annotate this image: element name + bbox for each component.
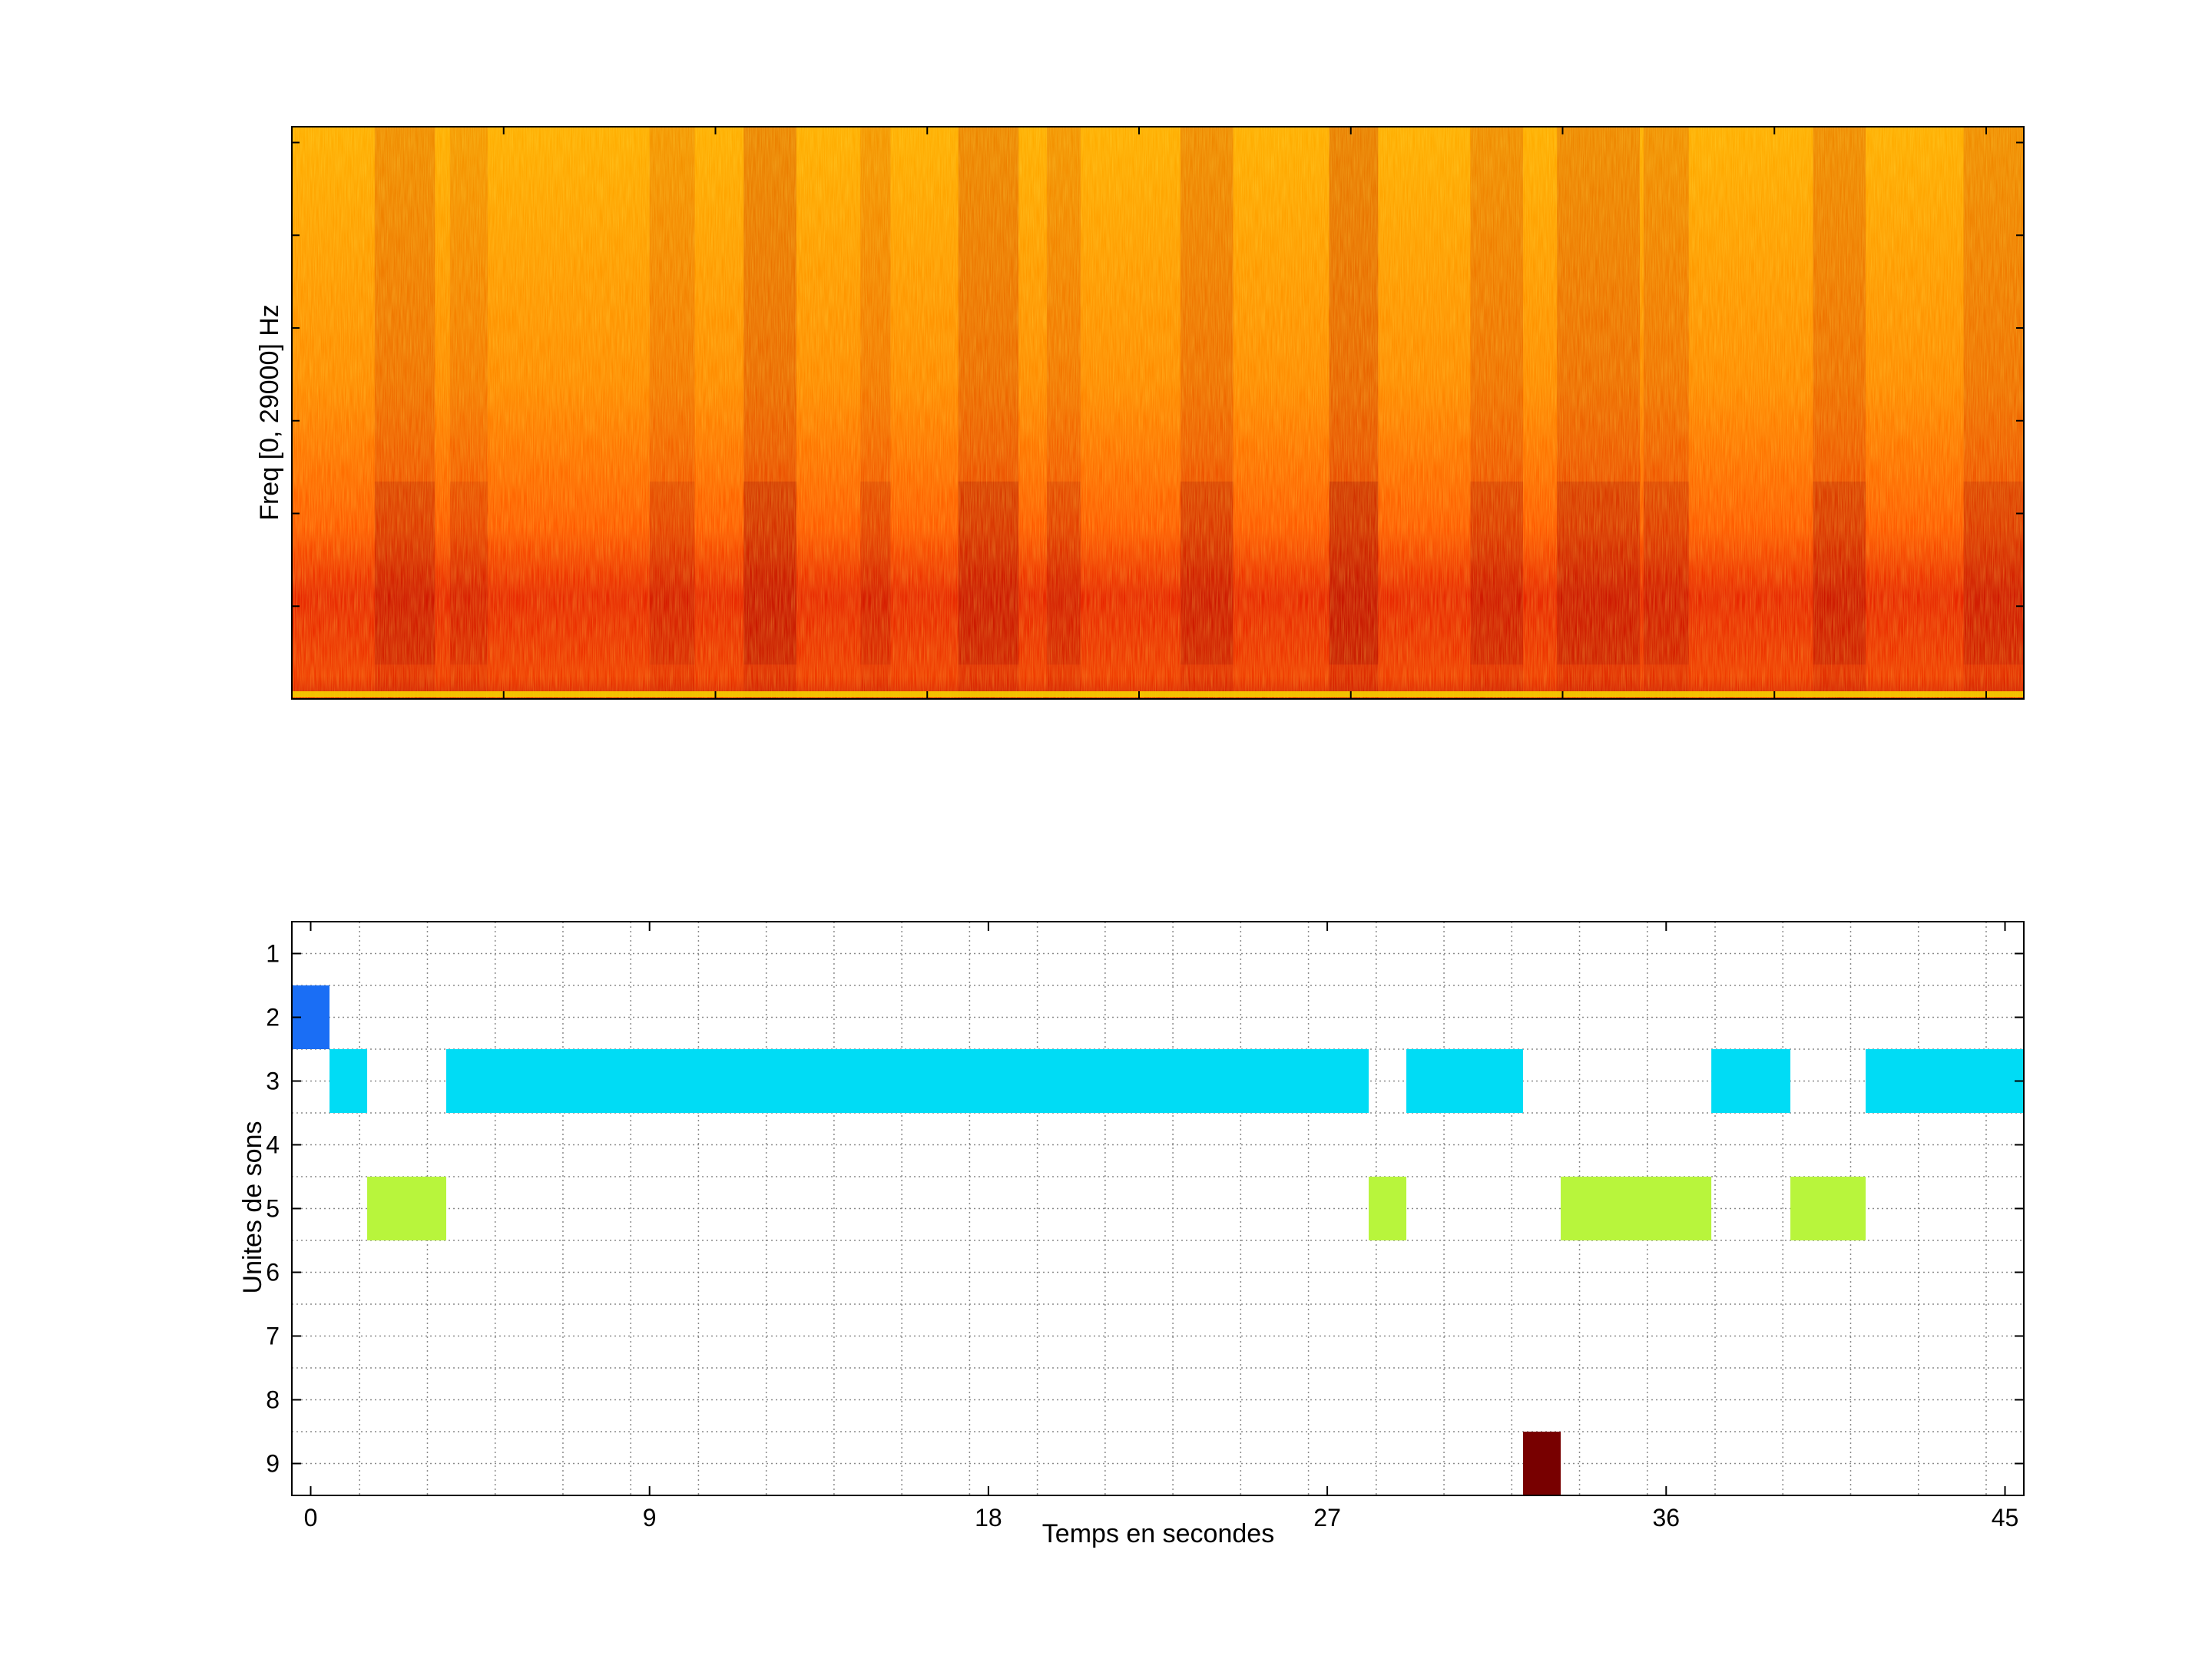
y-tick-label: 2 [266,1004,280,1031]
y-tick-label: 9 [266,1450,280,1478]
segment-unit-3 [1406,1049,1524,1113]
spectrogram-panel: Freq [0, 29000] Hz [255,126,2025,700]
units-segments [292,985,2024,1495]
spectrogram-texture [292,127,2024,699]
x-tick-label: 45 [1992,1504,2019,1532]
spectrogram-baseline [292,691,2024,697]
units-x-label: Temps en secondes [1042,1519,1274,1548]
segment-unit-5 [1369,1177,1407,1240]
y-tick-label: 6 [266,1259,280,1286]
segment-unit-3 [329,1049,368,1113]
units-plot-area [292,922,2024,1495]
x-tick-label: 0 [304,1504,318,1532]
y-tick-label: 5 [266,1195,280,1223]
segment-unit-5 [1561,1177,1712,1240]
segment-unit-3 [1711,1049,1791,1113]
x-tick-label: 27 [1313,1504,1341,1532]
segment-unit-5 [367,1177,446,1240]
spectrogram-y-label: Freq [0, 29000] Hz [255,304,284,521]
segment-unit-9 [1523,1432,1561,1495]
spectrogram-ticks [292,127,2024,699]
x-tick-label: 9 [643,1504,657,1532]
units-y-label: Unites de sons [238,1121,267,1294]
spectrogram-frame [291,126,2025,700]
y-tick-label: 3 [266,1068,280,1095]
segment-unit-3 [445,1049,1369,1113]
y-tick-label: 1 [266,940,280,968]
y-tick-label: 8 [266,1386,280,1414]
y-tick-label: 7 [266,1323,280,1350]
segment-unit-5 [1790,1177,1866,1240]
segment-unit-3 [1866,1049,2024,1113]
x-tick-label: 36 [1652,1504,1680,1532]
x-tick-label: 18 [975,1504,1002,1532]
y-tick-label: 4 [266,1131,280,1159]
